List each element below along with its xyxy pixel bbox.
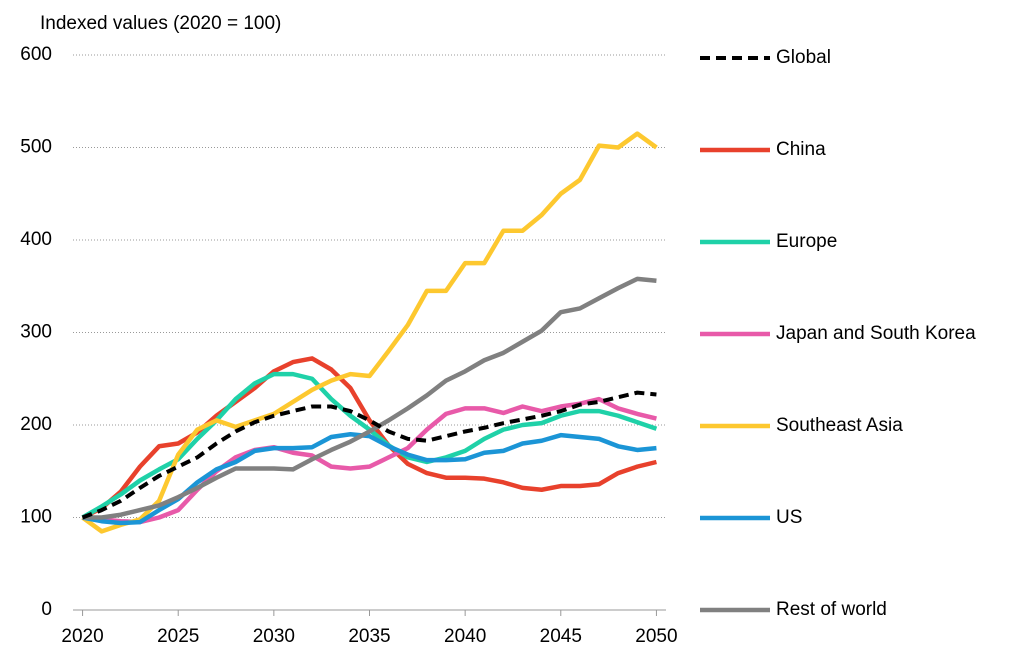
series-line — [82, 396, 657, 525]
legend-label: Rest of world — [776, 599, 887, 620]
chart-title: Indexed values (2020 = 100) — [40, 13, 281, 34]
x-tick-label: 2045 — [540, 626, 582, 647]
series-line — [82, 276, 657, 520]
series-line — [81, 131, 658, 534]
x-tick-label: 2030 — [253, 626, 295, 647]
x-tick-label: 2050 — [635, 626, 677, 647]
legend-label: Japan and South Korea — [776, 323, 976, 344]
y-tick-label: 500 — [20, 137, 52, 158]
y-tick-label: 100 — [20, 507, 52, 528]
y-tick-label: 200 — [20, 414, 52, 435]
y-tick-label: 600 — [20, 44, 52, 65]
x-tick-label: 2040 — [444, 626, 486, 647]
y-tick-label: 400 — [20, 229, 52, 250]
y-tick-label: 300 — [20, 322, 52, 343]
x-tick-label: 2020 — [61, 626, 103, 647]
series-line — [81, 356, 657, 520]
x-tick-label: 2025 — [157, 626, 199, 647]
y-tick-label: 0 — [41, 599, 52, 620]
legend-label: Europe — [776, 231, 837, 252]
series-line — [81, 390, 657, 520]
legend-label: Global — [776, 47, 831, 68]
x-tick-label: 2035 — [348, 626, 390, 647]
legend-label: China — [776, 139, 826, 160]
legend-label: Southeast Asia — [776, 415, 903, 436]
legend-label: US — [776, 507, 802, 528]
